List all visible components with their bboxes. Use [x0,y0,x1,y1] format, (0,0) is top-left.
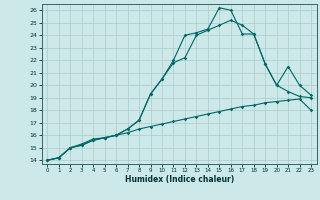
X-axis label: Humidex (Indice chaleur): Humidex (Indice chaleur) [124,175,234,184]
